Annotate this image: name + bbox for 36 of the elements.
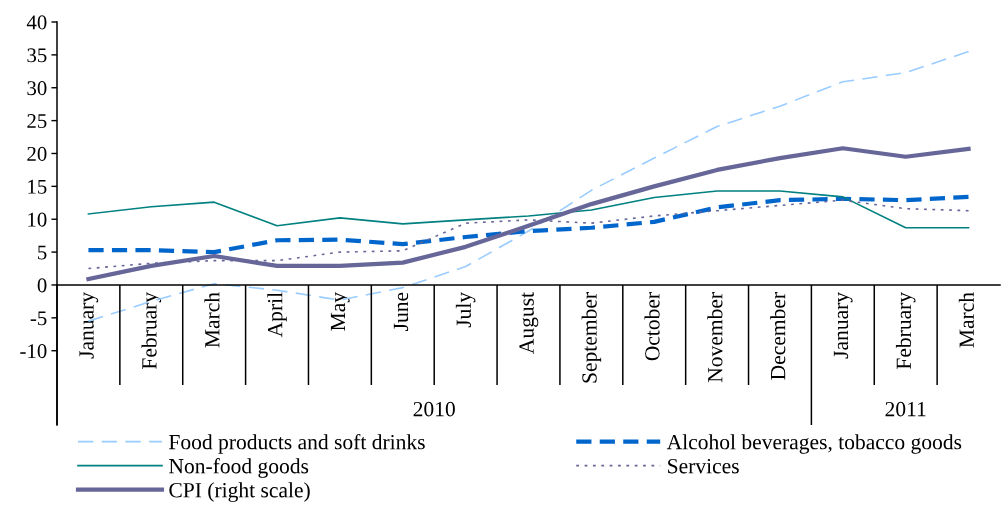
x-tick-label: June	[393, 292, 409, 331]
x-tick-label: May	[330, 292, 350, 331]
y-tick-label: 10	[28, 212, 47, 227]
legend-label: Services	[668, 458, 739, 474]
annotation: 2010	[413, 401, 455, 417]
x-tick-label: September	[581, 292, 602, 383]
x-tick-label: February	[141, 292, 162, 370]
y-tick-label: -5	[30, 311, 47, 326]
x-tick-label: October	[644, 292, 660, 361]
x-tick-label: April	[267, 292, 287, 338]
y-tick-label: 15	[28, 179, 47, 194]
y-tick-label: 35	[27, 48, 47, 63]
line-series	[87, 190, 970, 229]
x-tick-label: January	[79, 292, 99, 359]
x-tick-label: March	[204, 292, 220, 348]
legend-label: Food products and soft drinks	[169, 434, 425, 454]
x-tick-label: January	[833, 292, 853, 359]
x-tick-label: March	[958, 292, 974, 348]
y-tick-label: 40	[26, 15, 47, 30]
y-tick-label: 20	[27, 146, 47, 161]
legend-label: CPI (right scale)	[169, 482, 310, 502]
line-series	[86, 146, 971, 282]
annotation: 2011	[885, 401, 926, 417]
y-tick-label: 5	[38, 245, 47, 260]
y-tick-label: 30	[27, 81, 47, 96]
y-tick-label: 0	[37, 278, 47, 293]
x-tick-label: August	[519, 292, 539, 354]
x-tick-label: November	[707, 292, 723, 383]
legend-label: Non-food goods	[169, 458, 309, 478]
x-tick-label: February	[895, 292, 916, 370]
y-tick-label: -10	[20, 344, 47, 359]
x-tick-label: July	[455, 292, 476, 328]
legend-label: Alcohol beverages, tobacco goods	[666, 434, 962, 454]
x-tick-label: December	[770, 292, 786, 380]
line-series	[86, 194, 971, 255]
y-tick-label: 25	[27, 114, 47, 129]
